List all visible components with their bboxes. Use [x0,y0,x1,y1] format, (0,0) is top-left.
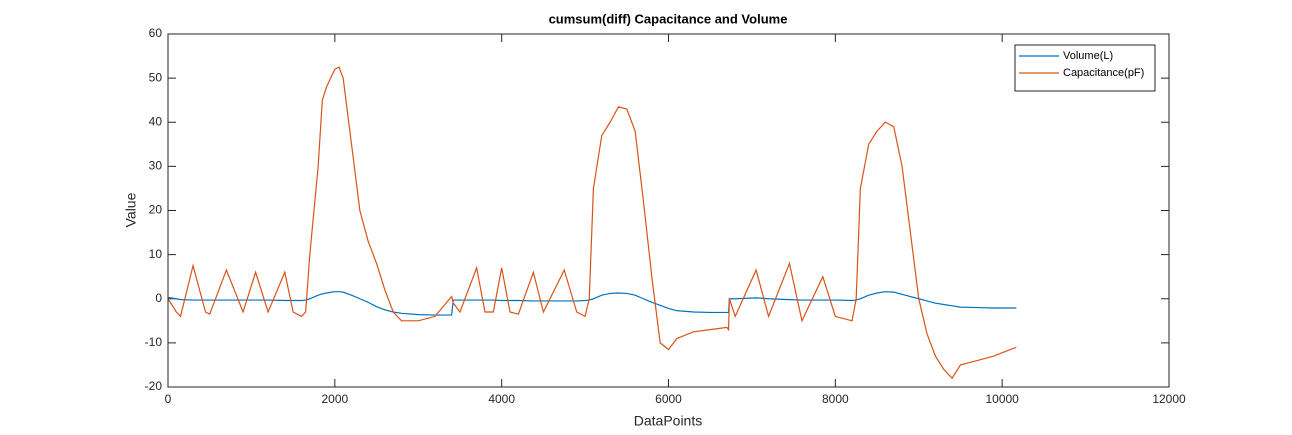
plot-area [168,34,1169,387]
x-tick-label: 8000 [822,392,849,406]
y-tick-label: 40 [149,114,163,128]
x-tick-label: 4000 [488,392,515,406]
y-tick-label: 20 [149,203,163,217]
x-tick-label: 2000 [321,392,348,406]
x-tick-label: 6000 [655,392,682,406]
legend-label: Volume(L) [1063,50,1113,62]
y-tick-label: -20 [145,379,163,393]
x-tick-label: 0 [165,392,172,406]
y-tick-label: 30 [149,159,163,173]
series-line [167,66,1017,380]
legend-label: Capacitance(pF) [1063,67,1144,79]
x-axis-label: DataPoints [634,413,702,429]
y-tick-label: -10 [145,335,163,349]
legend-box [1014,44,1156,92]
y-tick-label: 50 [149,70,163,84]
y-tick-label: 60 [149,26,163,40]
chart-title: cumsum(diff) Capacitance and Volume [549,11,788,26]
y-tick-label: 0 [155,291,162,305]
axes-box [167,33,1170,388]
x-tick-label: 12000 [1152,392,1186,406]
x-tick-label: 10000 [985,392,1019,406]
y-axis-label: Value [123,192,139,227]
y-tick-label: 10 [149,247,163,261]
series-line [167,291,1017,316]
